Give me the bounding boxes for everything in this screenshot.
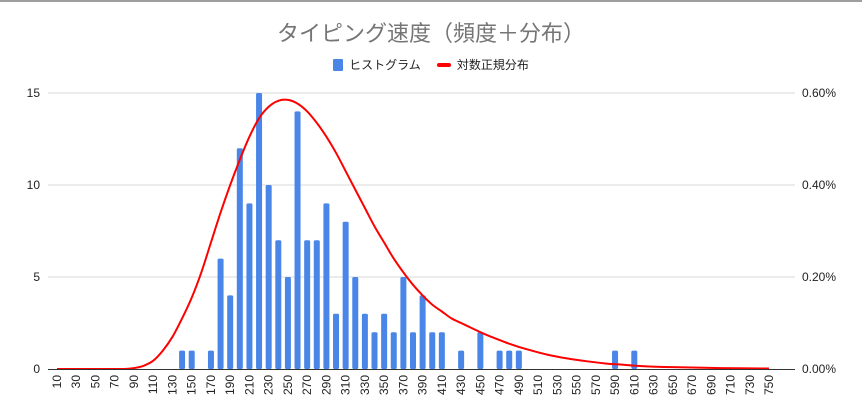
x-tick-label: 350 xyxy=(377,375,391,395)
histogram-bar[interactable] xyxy=(188,350,195,369)
y-right-tick-label: 0.60% xyxy=(802,86,836,100)
x-tick-label: 490 xyxy=(512,375,526,395)
histogram-bar[interactable] xyxy=(207,350,214,369)
x-tick-label: 410 xyxy=(435,375,449,395)
histogram-bar[interactable] xyxy=(275,240,282,369)
x-tick-label: 610 xyxy=(627,375,641,395)
histogram-bar[interactable] xyxy=(631,350,638,369)
x-tick-label: 550 xyxy=(570,375,584,395)
x-tick-label: 310 xyxy=(339,375,353,395)
x-tick-label: 170 xyxy=(204,375,218,395)
histogram-bar[interactable] xyxy=(294,111,301,370)
gridlines xyxy=(48,92,795,278)
histogram-bar[interactable] xyxy=(256,93,263,369)
top-border xyxy=(0,0,862,2)
histogram-bar[interactable] xyxy=(342,221,349,369)
x-tick-label: 730 xyxy=(743,375,757,395)
histogram-bar[interactable] xyxy=(419,295,426,369)
x-tick-label: 30 xyxy=(69,375,83,389)
histogram-bar[interactable] xyxy=(438,332,445,369)
legend-label-lognormal: 対数正規分布 xyxy=(456,58,529,72)
y-right-tick-label: 0.00% xyxy=(802,362,836,376)
x-tick-label: 250 xyxy=(281,375,295,395)
y-left-tick-label: 0 xyxy=(33,362,40,376)
histogram-bar[interactable] xyxy=(390,332,397,369)
x-tick-label: 450 xyxy=(473,375,487,395)
histogram-bar[interactable] xyxy=(496,350,503,369)
histogram-bar[interactable] xyxy=(429,332,436,369)
histogram-bar[interactable] xyxy=(381,313,388,369)
x-tick-label: 10 xyxy=(50,375,64,389)
x-tick-label: 570 xyxy=(589,375,603,395)
histogram-bar[interactable] xyxy=(410,332,416,369)
x-tick-label: 90 xyxy=(127,375,141,389)
histogram-bar[interactable] xyxy=(612,350,619,369)
histogram-bar[interactable] xyxy=(361,313,368,369)
x-tick-label: 290 xyxy=(319,375,333,395)
x-tick-label: 50 xyxy=(88,375,102,389)
y-right-tick-label: 0.20% xyxy=(802,270,836,284)
x-tick-label: 110 xyxy=(146,375,160,394)
histogram-bar[interactable] xyxy=(400,277,407,369)
legend-item-lognormal[interactable]: 対数正規分布 xyxy=(436,56,529,73)
x-tick-label: 70 xyxy=(108,375,122,389)
x-tick-label: 330 xyxy=(358,375,372,395)
y-left-tick-label: 5 xyxy=(33,270,40,284)
legend-label-histogram: ヒストグラム xyxy=(349,58,421,72)
histogram-bars xyxy=(179,93,638,370)
legend-line-swatch-icon xyxy=(436,62,451,67)
x-tick-label: 590 xyxy=(608,375,622,395)
x-tick-label: 390 xyxy=(416,375,430,395)
histogram-bar[interactable] xyxy=(304,240,311,369)
histogram-bar[interactable] xyxy=(515,350,522,369)
histogram-bar[interactable] xyxy=(333,313,340,369)
histogram-bar[interactable] xyxy=(217,258,224,369)
chart-title: タイピング速度（頻度＋分布） xyxy=(276,22,585,47)
x-tick-label: 510 xyxy=(531,375,545,395)
histogram-bar[interactable] xyxy=(236,148,243,369)
y-left-tick-label: 15 xyxy=(27,86,41,100)
x-tick-label: 670 xyxy=(685,375,699,395)
histogram-bar[interactable] xyxy=(246,203,253,369)
histogram-bar[interactable] xyxy=(313,240,320,369)
histogram-bar[interactable] xyxy=(265,185,272,369)
y-right-tick-label: 0.40% xyxy=(802,178,836,192)
histogram-bar[interactable] xyxy=(477,332,484,369)
y-left-tick-label: 10 xyxy=(27,178,41,192)
histogram-bar[interactable] xyxy=(284,277,291,369)
legend-item-histogram[interactable]: ヒストグラム xyxy=(333,56,421,73)
x-tick-label: 190 xyxy=(223,375,237,395)
x-tick-label: 130 xyxy=(165,375,179,395)
x-tick-label: 230 xyxy=(262,375,276,395)
legend: ヒストグラム 対数正規分布 xyxy=(0,56,862,73)
histogram-bar[interactable] xyxy=(506,350,513,369)
histogram-bar[interactable] xyxy=(323,203,330,369)
histogram-bar[interactable] xyxy=(371,332,378,369)
x-tick-label: 710 xyxy=(724,375,738,395)
histogram-bar[interactable] xyxy=(458,350,465,369)
x-tick-label: 530 xyxy=(550,375,564,395)
x-tick-label: 690 xyxy=(704,375,718,395)
x-tick-label: 270 xyxy=(300,375,314,395)
x-tick-label: 370 xyxy=(396,375,410,395)
lognormal-curve-group xyxy=(57,98,770,371)
lognormal-curve[interactable] xyxy=(57,98,770,371)
legend-bar-swatch-icon xyxy=(333,58,344,71)
x-tick-label: 150 xyxy=(185,375,199,395)
histogram-bar[interactable] xyxy=(227,295,234,369)
histogram-bar[interactable] xyxy=(179,350,186,369)
x-tick-label: 470 xyxy=(493,375,507,395)
x-tick-label: 650 xyxy=(666,375,680,395)
x-tick-label: 750 xyxy=(762,375,776,395)
x-tick-label: 430 xyxy=(454,375,468,395)
x-tick-label: 630 xyxy=(647,375,661,395)
histogram-bar[interactable] xyxy=(352,277,359,369)
x-tick-label: 210 xyxy=(242,375,256,395)
